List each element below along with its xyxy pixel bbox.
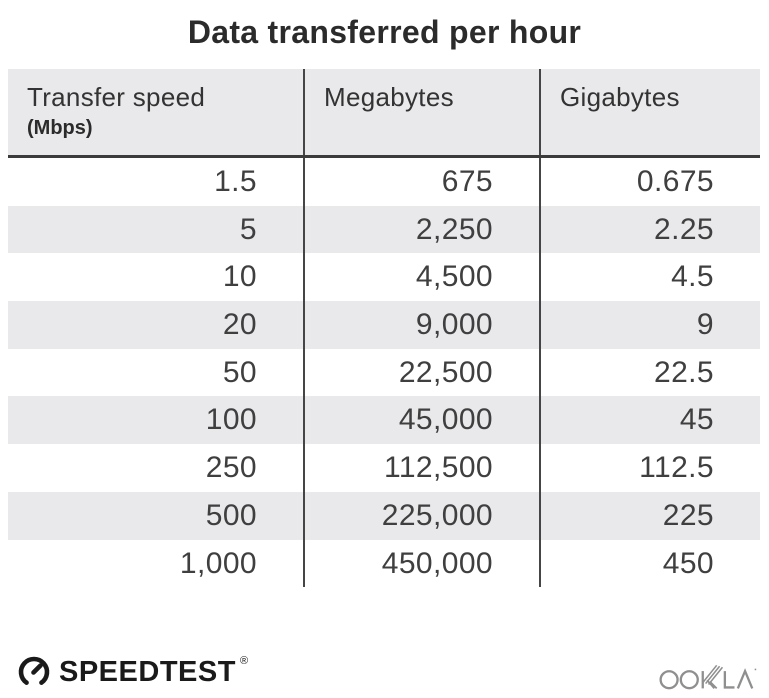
table-row: 50 22,500 22.5 (8, 348, 760, 397)
speedtest-gauge-icon (18, 656, 50, 685)
megabytes-cell: 112,500 (303, 444, 539, 492)
speed-cell: 10 (222, 260, 257, 294)
ookla-letter-l (723, 671, 735, 689)
speed-cell: 5 (239, 212, 257, 246)
megabytes-cell: 675 (303, 158, 539, 206)
gigabytes-cell: 112.5 (539, 444, 760, 492)
gigabytes-cell: 45 (539, 396, 760, 445)
speed-cell: 50 (222, 355, 257, 389)
column-header-label: Megabytes (324, 82, 454, 112)
gigabytes-cell: 450 (539, 539, 760, 588)
megabytes-cell: 9,000 (303, 301, 539, 349)
table-row: 20 9,000 9 (8, 301, 760, 349)
speed-cell: 250 (205, 451, 257, 485)
table-header-row: Transfer speed (Mbps) Megabytes Gigabyte… (8, 69, 760, 158)
ookla-letter-a (736, 668, 754, 689)
table-row: 500 225,000 225 (8, 491, 760, 540)
megabytes-cell: 2,250 (303, 205, 539, 254)
table-row: 250 112,500 112.5 (8, 444, 760, 492)
speed-cell: 1,000 (179, 546, 257, 580)
page-title: Data transferred per hour (187, 14, 582, 50)
gigabytes-cell: 0.675 (539, 158, 760, 206)
trademark-icon (754, 668, 757, 671)
table-row: 5 2,250 2.25 (8, 205, 760, 254)
gigabytes-cell: 9 (539, 301, 760, 349)
column-header-unit: (Mbps) (27, 117, 93, 139)
table-body: 1.5 675 0.675 5 2,250 2.25 10 4,500 4.5 20 9,000 9 5… (8, 158, 760, 588)
column-header-label: Transfer speed (27, 82, 206, 112)
ookla-letter-k (701, 664, 724, 689)
column-header-megabytes: Megabytes (303, 69, 539, 155)
megabytes-cell: 22,500 (303, 348, 539, 397)
gigabytes-cell: 22.5 (539, 348, 760, 397)
column-header-label: Gigabytes (560, 82, 680, 112)
ookla-logo (659, 664, 757, 690)
table-row: 10 4,500 4.5 (8, 253, 760, 302)
table-row: 1.5 675 0.675 (8, 158, 760, 206)
data-table: Transfer speed (Mbps) Megabytes Gigabyte… (8, 69, 760, 588)
megabytes-cell: 4,500 (303, 253, 539, 302)
megabytes-cell: 450,000 (303, 539, 539, 588)
gigabytes-cell: 225 (539, 491, 760, 540)
table-row: 100 45,000 45 (8, 396, 760, 445)
ookla-letter-o1 (659, 670, 679, 690)
speed-cell: 20 (222, 308, 257, 342)
speed-cell: 1.5 (214, 165, 257, 198)
gigabytes-cell: 4.5 (539, 253, 760, 302)
column-header-gigabytes: Gigabytes (539, 69, 760, 155)
speedtest-wordmark: SPEEDTEST (59, 656, 236, 688)
gigabytes-cell: 2.25 (539, 205, 760, 254)
table-row: 1,000 450,000 450 (8, 539, 760, 588)
megabytes-cell: 225,000 (303, 491, 539, 540)
megabytes-cell: 45,000 (303, 396, 539, 445)
speed-cell: 100 (205, 403, 257, 437)
speed-cell: 500 (205, 498, 257, 532)
column-header-transfer-speed: Transfer speed (Mbps) (8, 69, 303, 155)
ookla-letter-o2 (679, 670, 699, 690)
registered-trademark-icon: ® (239, 655, 249, 667)
speedtest-logo: SPEEDTEST ® (16, 654, 248, 690)
